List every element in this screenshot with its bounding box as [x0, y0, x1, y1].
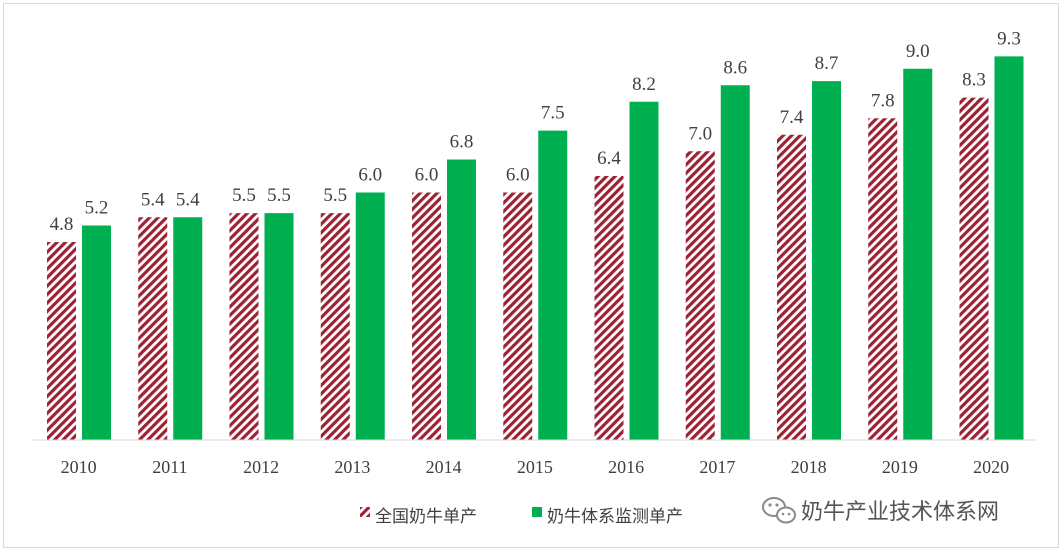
value-label-system-2018: 8.7 — [815, 53, 839, 74]
value-label-system-2012: 5.5 — [267, 185, 291, 206]
bar-national-2014 — [412, 192, 441, 440]
x-tick-label-2012: 2012 — [243, 457, 279, 477]
value-label-national-2017: 7.0 — [688, 123, 712, 144]
value-label-system-2019: 9.0 — [906, 41, 930, 62]
bar-national-2016 — [594, 176, 624, 440]
value-label-national-2015: 6.0 — [506, 165, 530, 186]
legend: 全国奶牛单产 奶牛体系监测单产 — [360, 507, 683, 527]
bar-national-2012 — [229, 213, 259, 440]
value-label-system-2020: 9.3 — [997, 28, 1021, 49]
legend-swatch-national — [360, 507, 370, 517]
bar-system-2017 — [720, 85, 750, 440]
value-labels-group: 4.8 5.2 5.4 5.4 5.5 5.5 5.5 6.0 6.0 6.8 6.0 7.5 6.4 8… — [50, 28, 1021, 235]
bar-national-2020 — [959, 97, 989, 440]
value-label-system-2015: 7.5 — [541, 103, 565, 124]
x-tick-label-2011: 2011 — [152, 457, 187, 477]
bar-national-2018 — [777, 134, 806, 440]
x-tick-label-2018: 2018 — [791, 457, 827, 477]
value-label-system-2017: 8.6 — [723, 57, 747, 78]
x-tick-label-2019: 2019 — [882, 457, 918, 477]
x-tick-label-2016: 2016 — [608, 457, 644, 477]
bar-system-2011 — [173, 217, 203, 440]
legend-swatch-system — [532, 507, 542, 517]
bar-national-2015 — [503, 192, 533, 440]
bar-system-2019 — [903, 68, 933, 440]
x-tick-label-2013: 2013 — [334, 457, 370, 477]
value-label-system-2016: 8.2 — [632, 74, 656, 95]
watermark: 奶牛产业技术体系网 — [762, 497, 999, 525]
bar-system-2016 — [629, 101, 659, 440]
bar-system-2018 — [812, 81, 841, 440]
bars-group — [47, 56, 1024, 440]
x-tick-label-2010: 2010 — [61, 457, 97, 477]
value-label-system-2011: 5.4 — [176, 189, 200, 210]
legend-label-system: 奶牛体系监测单产 — [547, 507, 683, 527]
x-tick-label-2017: 2017 — [699, 457, 735, 477]
value-label-national-2019: 7.8 — [871, 90, 895, 111]
value-label-system-2014: 6.8 — [450, 132, 474, 153]
bar-national-2019 — [868, 118, 898, 440]
legend-label-national: 全国奶牛单产 — [375, 507, 477, 527]
bar-national-2017 — [685, 151, 715, 440]
bar-national-2013 — [320, 213, 350, 440]
value-label-system-2010: 5.2 — [85, 198, 109, 219]
watermark-text: 奶牛产业技术体系网 — [801, 500, 999, 525]
bar-national-2010 — [47, 242, 76, 440]
bar-system-2015 — [538, 130, 568, 440]
value-label-national-2012: 5.5 — [232, 185, 256, 206]
value-label-national-2018: 7.4 — [780, 107, 804, 128]
value-label-national-2014: 6.0 — [415, 165, 439, 186]
bar-system-2010 — [82, 225, 111, 440]
x-tick-label-2014: 2014 — [426, 457, 462, 477]
x-tick-label-2020: 2020 — [973, 457, 1009, 477]
bar-system-2020 — [994, 56, 1024, 440]
value-label-national-2011: 5.4 — [141, 189, 165, 210]
chart-frame — [3, 3, 1059, 548]
value-label-system-2013: 6.0 — [358, 165, 382, 186]
bar-system-2013 — [355, 192, 385, 440]
x-tick-labels-group: 2010 2011 2012 2013 2014 2015 2016 2017 2018 2019… — [61, 457, 1010, 477]
value-label-national-2010: 4.8 — [50, 214, 74, 235]
wechat-icon — [762, 497, 796, 524]
x-tick-label-2015: 2015 — [517, 457, 553, 477]
value-label-national-2013: 5.5 — [323, 185, 347, 206]
bar-national-2011 — [138, 217, 168, 440]
value-label-national-2020: 8.3 — [962, 70, 986, 91]
value-label-national-2016: 6.4 — [597, 148, 621, 169]
bar-system-2014 — [447, 159, 476, 440]
bar-system-2012 — [264, 213, 294, 440]
